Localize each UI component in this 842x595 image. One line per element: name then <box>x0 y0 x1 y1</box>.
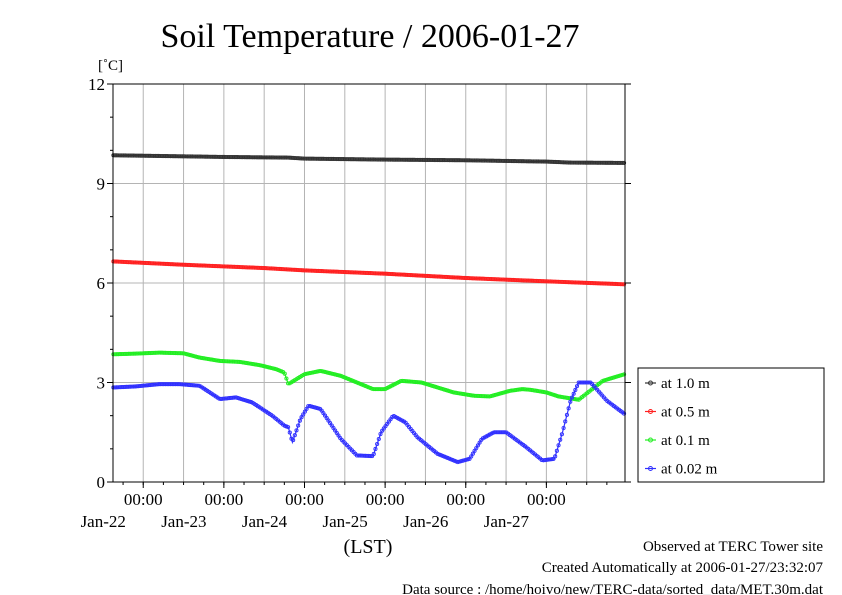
series-point <box>284 376 289 381</box>
legend-swatch-marker <box>648 466 653 471</box>
series-point <box>559 432 564 437</box>
series-point <box>561 425 566 431</box>
series-point <box>381 387 386 392</box>
series-point <box>297 418 302 423</box>
x-tick-time-label: 00:00 <box>366 490 405 509</box>
series-point <box>375 441 380 447</box>
x-tick-date-label: Jan-22 <box>81 512 126 531</box>
x-tick-date-label: Jan-24 <box>242 512 288 531</box>
series-point <box>376 436 381 442</box>
legend: at 1.0 m at 0.5 m at 0.1 m at 0.02 m <box>637 367 825 483</box>
series-point <box>549 457 554 462</box>
y-tick-label: 9 <box>97 175 106 194</box>
series-point <box>287 430 292 435</box>
series-point <box>571 391 576 396</box>
legend-label: at 0.1 m <box>661 433 710 449</box>
series-point <box>556 443 561 448</box>
legend-swatch-marker <box>648 380 653 386</box>
series-point <box>291 438 296 443</box>
footer-created: Created Automatically at 2006-01-27/23:3… <box>542 560 824 576</box>
x-tick-date-label: Jan-23 <box>161 512 206 531</box>
series-point <box>568 399 573 404</box>
series-point <box>622 372 627 377</box>
y-tick-label: 0 <box>97 473 106 492</box>
legend-swatch-marker <box>648 409 653 414</box>
series-point <box>554 448 559 453</box>
x-tick-date-label: Jan-26 <box>403 512 448 531</box>
series-point <box>371 451 376 456</box>
series-3 <box>111 380 627 465</box>
footer-site: Observed at TERC Tower site <box>643 539 823 555</box>
x-tick-date-label: Jan-25 <box>322 512 367 531</box>
series-point <box>294 428 299 433</box>
series-point <box>502 430 507 435</box>
x-tick-time-label: 00:00 <box>124 490 163 509</box>
chart-title: Soil Temperature / 2006-01-27 <box>160 18 579 55</box>
series-point <box>373 446 378 452</box>
series-point <box>286 425 291 430</box>
series-point <box>368 453 373 459</box>
series-point <box>586 380 591 385</box>
y-tick-label: 6 <box>97 274 106 293</box>
series-point <box>566 406 571 411</box>
series-point <box>282 371 287 376</box>
series-point <box>558 437 563 442</box>
series-1 <box>111 259 627 287</box>
series-point <box>574 397 580 402</box>
legend-swatch-marker <box>648 437 653 443</box>
series-point <box>553 454 558 459</box>
series-point <box>574 384 580 389</box>
footer-source: Data source : /home/hoivo/new/TERC-data/… <box>402 582 824 595</box>
legend-label: at 1.0 m <box>661 376 710 392</box>
series-point <box>620 282 625 287</box>
series-point <box>286 381 291 386</box>
x-axis-ticks: 00:00 Jan-22 00:00 Jan-23 00:00 Jan-24 00:00 Ja… <box>81 482 608 531</box>
legend-label: at 0.5 m <box>661 405 710 421</box>
legend-label: at 0.02 m <box>661 462 718 478</box>
y-axis-ticks: 0 3 6 9 12 <box>88 75 631 492</box>
x-tick-time-label: 00:00 <box>446 490 485 509</box>
x-tick-time-label: 00:00 <box>285 490 324 509</box>
y-axis-label: [˚C] <box>98 58 123 74</box>
series-layer <box>111 153 627 465</box>
x-tick-time-label: 00:00 <box>204 490 243 509</box>
series-point <box>573 387 578 392</box>
series-point <box>569 395 575 400</box>
x-tick-date-label: Jan-27 <box>484 512 530 531</box>
legend-box <box>637 367 825 483</box>
y-tick-label: 3 <box>97 374 106 393</box>
x-axis-label: (LST) <box>344 536 393 558</box>
y-tick-label: 12 <box>88 75 105 94</box>
series-point <box>622 411 627 416</box>
series-0 <box>111 153 627 165</box>
x-tick-time-label: 00:00 <box>527 490 566 509</box>
series-point <box>622 282 627 287</box>
series-point <box>563 419 568 424</box>
series-point <box>378 431 383 437</box>
series-point <box>296 423 301 428</box>
series-point <box>622 160 627 165</box>
series-point <box>564 412 569 417</box>
series-point <box>292 433 297 438</box>
series-point <box>620 160 625 165</box>
